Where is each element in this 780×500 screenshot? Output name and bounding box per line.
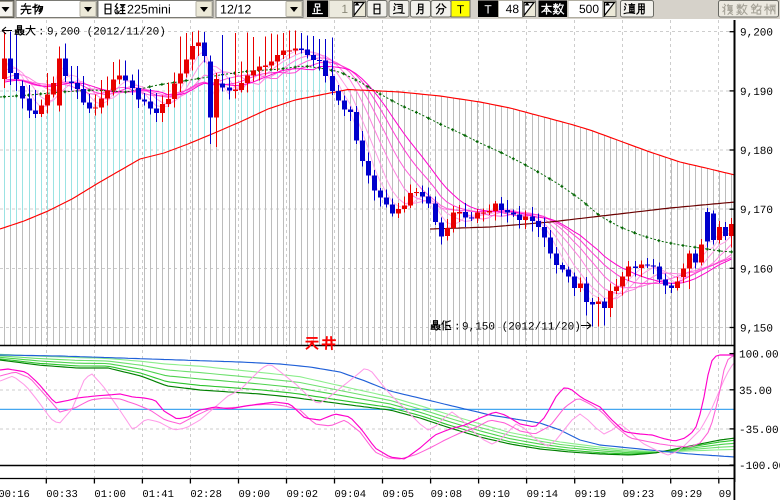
svg-text:09:31: 09:31 <box>719 489 751 500</box>
svg-text:9,150 (2012/11/20): 9,150 (2012/11/20) <box>462 322 581 334</box>
svg-text:9,190: 9,190 <box>740 87 773 99</box>
svg-text:9,150: 9,150 <box>740 324 773 336</box>
svg-text:09:23: 09:23 <box>623 489 655 500</box>
svg-text:35.00: 35.00 <box>739 386 772 398</box>
svg-text:9,160: 9,160 <box>740 264 773 276</box>
svg-text:9,200: 9,200 <box>740 28 773 40</box>
svg-text:48: 48 <box>506 2 520 16</box>
svg-text:02:28: 02:28 <box>190 489 222 500</box>
svg-text:9,180: 9,180 <box>740 146 773 158</box>
svg-text:09:08: 09:08 <box>431 489 463 500</box>
svg-text:T: T <box>457 3 465 17</box>
svg-text:00:33: 00:33 <box>46 489 78 500</box>
svg-text:-100.00: -100.00 <box>739 461 780 473</box>
svg-text:T: T <box>484 3 492 17</box>
svg-text:09:05: 09:05 <box>383 489 415 500</box>
svg-text::: : <box>38 27 45 39</box>
svg-text:100.00: 100.00 <box>739 350 779 362</box>
svg-text:00:16: 00:16 <box>0 489 30 500</box>
svg-text:1: 1 <box>341 2 348 16</box>
svg-text:09:29: 09:29 <box>671 489 703 500</box>
svg-text:01:00: 01:00 <box>94 489 126 500</box>
svg-text:9,170: 9,170 <box>740 205 773 217</box>
svg-text:-35.00: -35.00 <box>739 425 779 437</box>
svg-text:500: 500 <box>579 2 599 16</box>
svg-text:09:19: 09:19 <box>575 489 607 500</box>
svg-text:09:10: 09:10 <box>479 489 511 500</box>
svg-text:09:02: 09:02 <box>287 489 319 500</box>
svg-text:09:14: 09:14 <box>527 489 559 500</box>
svg-text:225mini: 225mini <box>127 3 171 17</box>
svg-text:09:04: 09:04 <box>335 489 367 500</box>
svg-text:09:00: 09:00 <box>239 489 271 500</box>
svg-text:01:41: 01:41 <box>142 489 174 500</box>
svg-text:9,200 (2012/11/20): 9,200 (2012/11/20) <box>47 27 166 39</box>
svg-text:12/12: 12/12 <box>220 3 251 17</box>
svg-text::: : <box>454 322 461 334</box>
